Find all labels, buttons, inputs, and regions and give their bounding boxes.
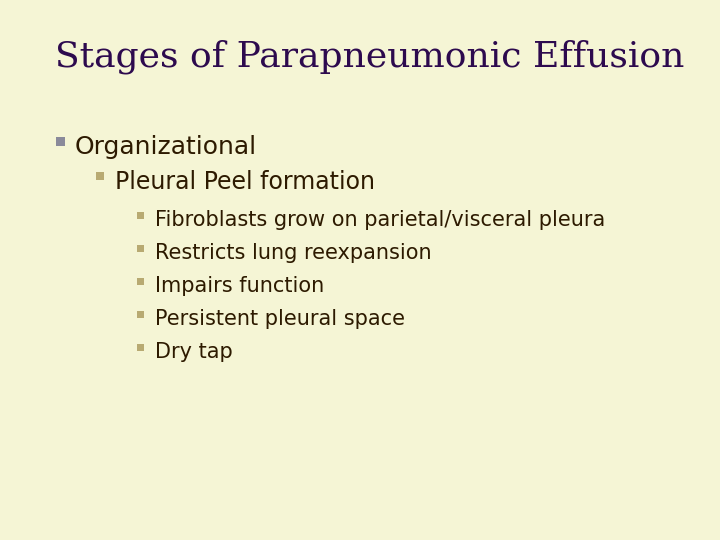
Bar <box>137 278 143 285</box>
Text: Restricts lung reexpansion: Restricts lung reexpansion <box>155 243 431 263</box>
Bar <box>55 137 65 146</box>
Bar <box>137 212 143 219</box>
Text: Organizational: Organizational <box>75 135 257 159</box>
Bar <box>137 310 143 318</box>
Bar <box>96 172 104 180</box>
Text: Dry tap: Dry tap <box>155 342 233 362</box>
Text: Pleural Peel formation: Pleural Peel formation <box>115 170 375 194</box>
Text: Impairs function: Impairs function <box>155 276 324 296</box>
Text: Persistent pleural space: Persistent pleural space <box>155 309 405 329</box>
Bar <box>137 344 143 351</box>
Bar <box>137 245 143 252</box>
Text: Fibroblasts grow on parietal/visceral pleura: Fibroblasts grow on parietal/visceral pl… <box>155 210 606 230</box>
Text: Stages of Parapneumonic Effusion: Stages of Parapneumonic Effusion <box>55 40 685 75</box>
